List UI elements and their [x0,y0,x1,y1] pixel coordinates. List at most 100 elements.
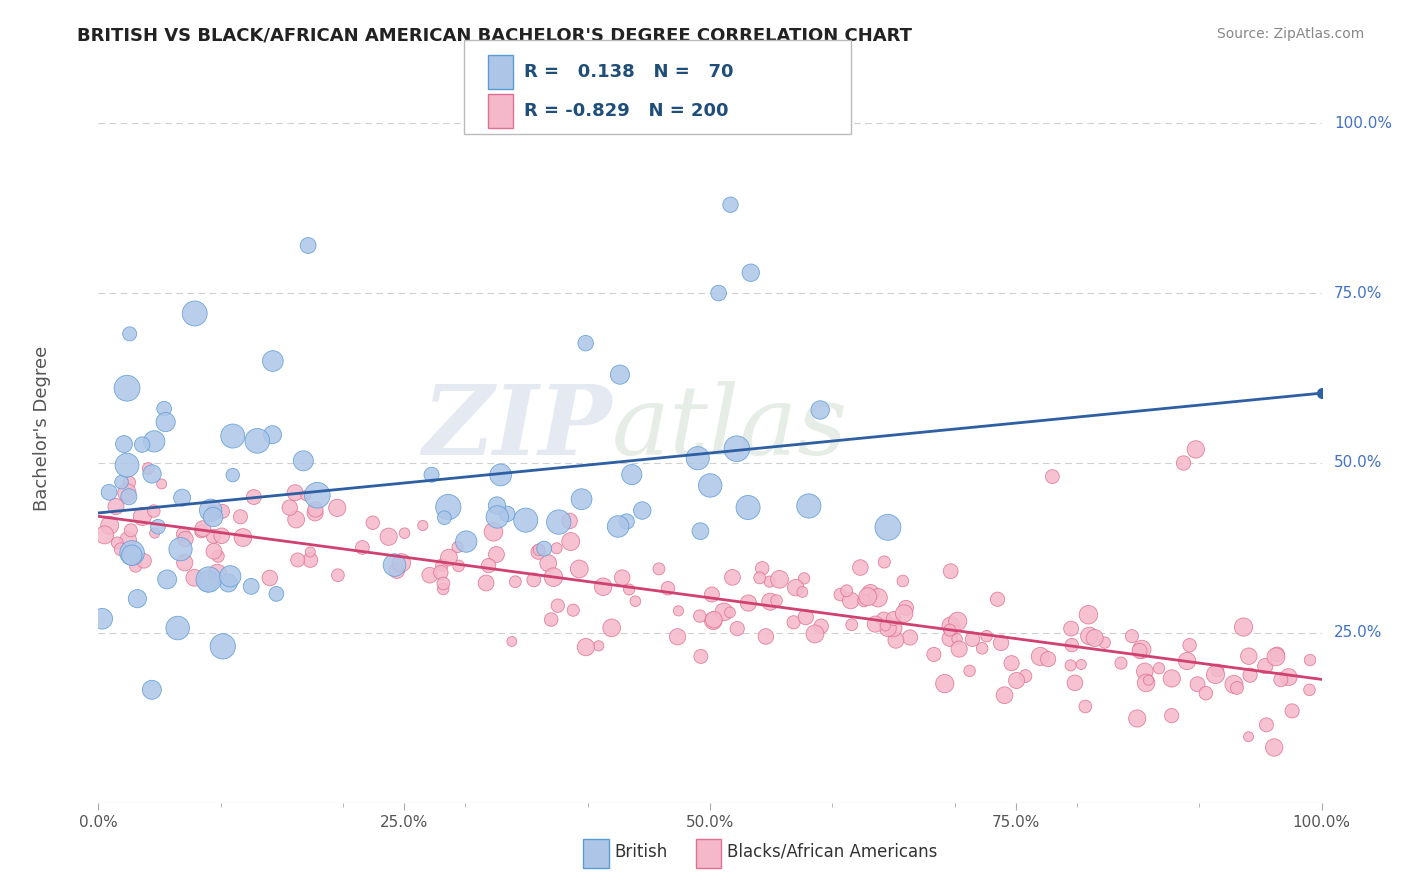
Point [211,640,233,654]
Point [437,500,460,514]
Point [243,490,266,504]
Point [1014,669,1036,683]
Point [1178,638,1201,652]
Point [624,594,647,608]
Point [262,354,284,368]
Point [546,541,568,556]
Point [217,576,239,591]
Point [142,504,165,518]
Point [797,499,820,513]
Text: R =   0.138   N =   70: R = 0.138 N = 70 [524,62,734,80]
Point [105,536,128,550]
Point [197,574,219,589]
Point [202,529,225,543]
Point [202,544,225,558]
Point [446,540,468,554]
Point [222,468,245,483]
Point [721,570,744,584]
Point [207,566,229,581]
Point [172,527,194,541]
Point [893,607,915,621]
Point [447,558,470,573]
Point [938,623,960,637]
Text: 25.0%: 25.0% [1334,625,1382,640]
Point [297,238,319,252]
Point [475,576,498,591]
Point [939,619,962,633]
Point [191,522,214,536]
Point [543,570,565,584]
Point [934,676,956,690]
Point [1135,676,1157,690]
Point [1160,672,1182,686]
Point [456,534,478,549]
Point [558,514,581,528]
Point [884,633,907,648]
Point [792,585,814,599]
Point [420,467,443,482]
Point [489,467,512,482]
Point [299,553,322,567]
Point [433,510,456,524]
Point [125,559,148,574]
Point [607,519,630,533]
Point [1237,730,1260,744]
Point [1074,699,1097,714]
Point [725,442,748,456]
Point [1133,665,1156,679]
Point [873,555,896,569]
Point [700,588,723,602]
Point [1226,681,1249,695]
Point [232,531,254,545]
Point [873,612,896,626]
Point [568,562,591,576]
Point [686,451,709,466]
Point [326,568,349,582]
Point [285,512,308,526]
Point [737,596,759,610]
Point [515,513,537,527]
Point [1254,659,1277,673]
Point [1265,649,1288,664]
Point [976,629,998,643]
Point [201,504,224,518]
Point [877,621,900,635]
Point [841,617,863,632]
Point [259,571,281,585]
Point [1070,657,1092,672]
Text: Source: ZipAtlas.com: Source: ZipAtlas.com [1216,27,1364,41]
Point [523,573,546,587]
Point [993,688,1015,702]
Point [620,467,643,482]
Point [304,506,326,520]
Point [153,401,176,416]
Point [1195,686,1218,700]
Text: R = -0.829   N = 200: R = -0.829 N = 200 [524,102,728,120]
Point [1029,649,1052,664]
Point [1265,648,1288,662]
Point [939,632,962,646]
Point [725,622,748,636]
Point [503,574,526,589]
Point [190,524,212,539]
Point [284,485,307,500]
Point [707,286,730,301]
Point [292,454,315,468]
Point [120,524,142,538]
Point [1173,456,1195,470]
Point [326,500,349,515]
Point [758,574,780,589]
Point [689,609,711,624]
Point [600,621,623,635]
Point [782,615,804,630]
Point [648,562,671,576]
Point [118,475,141,490]
Point [1064,675,1087,690]
Text: atlas: atlas [612,381,848,475]
Point [211,529,233,543]
Point [262,427,284,442]
Point [527,545,550,559]
Point [93,528,115,542]
Point [229,509,252,524]
Point [115,381,138,395]
